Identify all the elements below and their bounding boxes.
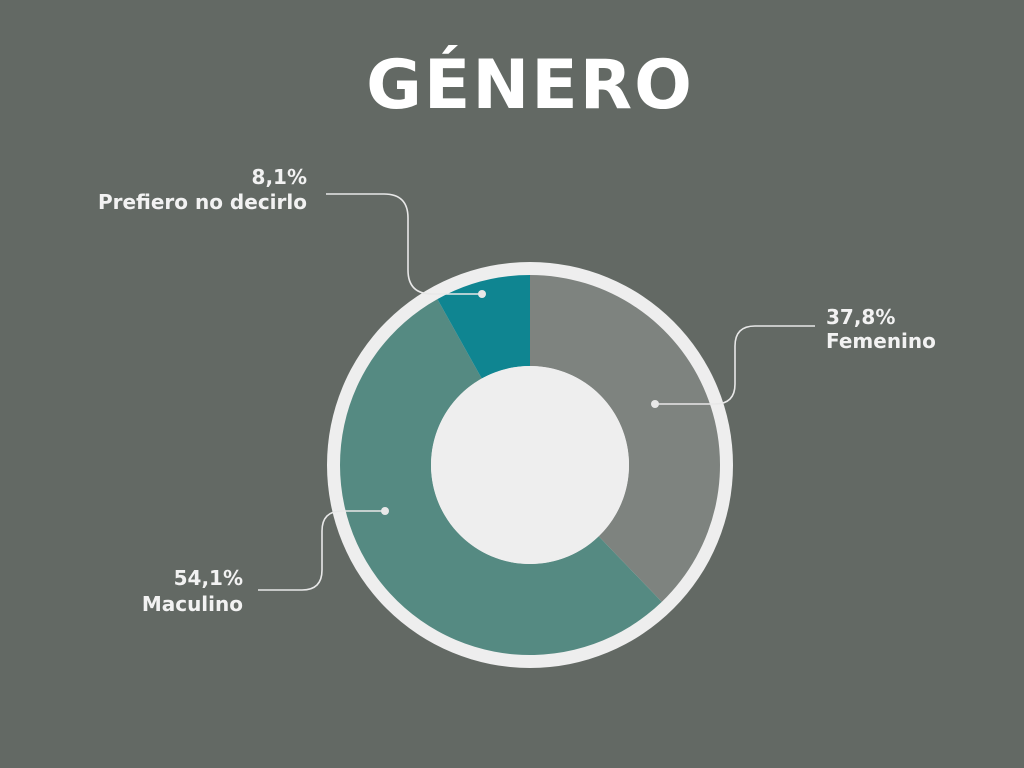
leader-line-prefiero-no-decirlo — [326, 193, 482, 295]
leader-line-femenino — [655, 325, 815, 405]
data-label-value-maculino: 54,1% — [174, 566, 243, 590]
donut-center — [431, 366, 629, 564]
leader-dot-maculino — [381, 507, 389, 515]
donut-slice-maculino — [340, 299, 662, 655]
data-label-value-femenino: 37,8% — [826, 305, 895, 329]
data-label-value-prefiero-no-decirlo: 8,1% — [252, 165, 307, 189]
donut-slice-femenino — [530, 275, 720, 602]
chart-title: GÉNERO — [366, 46, 694, 125]
leader-line-maculino — [258, 510, 385, 591]
data-label-name-femenino: Femenino — [826, 329, 936, 353]
data-label-name-maculino: Maculino — [142, 592, 243, 616]
data-label-name-prefiero-no-decirlo: Prefiero no decirlo — [98, 190, 307, 214]
leader-dot-femenino — [651, 400, 659, 408]
donut-slice-prefiero-no-decirlo — [437, 275, 530, 379]
leader-dot-prefiero-no-decirlo — [478, 290, 486, 298]
